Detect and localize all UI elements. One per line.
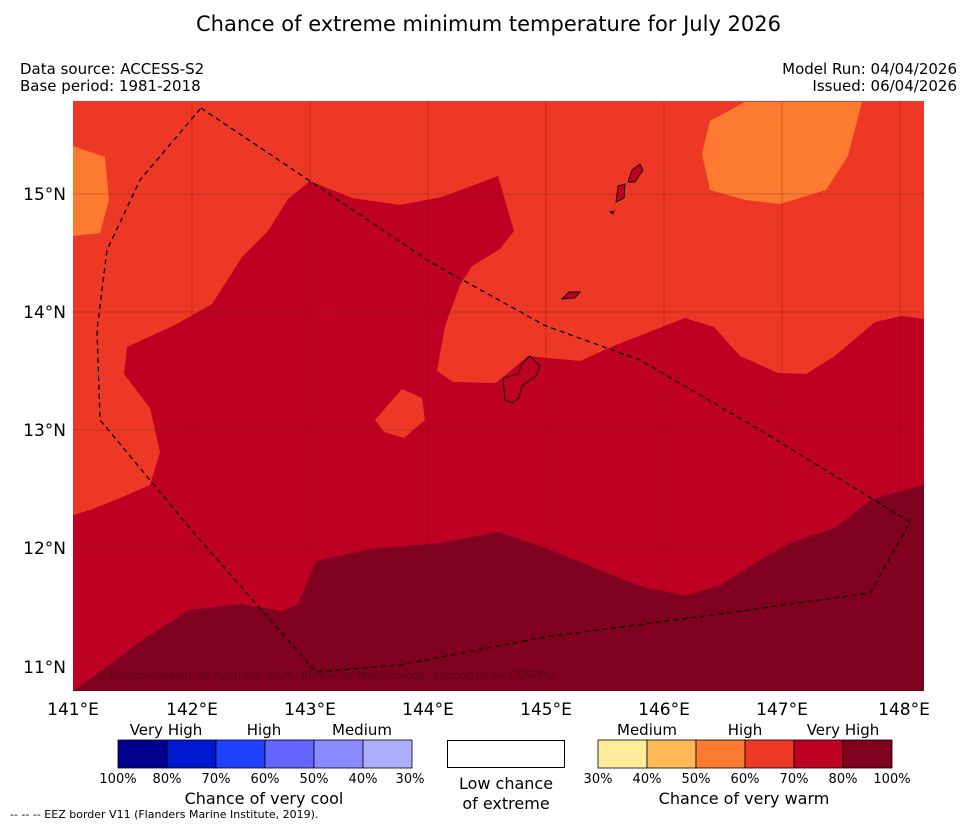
warm-swatches	[597, 739, 893, 769]
cool-ticks: 100% 80% 70% 60% 50% 40% 30%	[99, 772, 424, 787]
lon-label: 146°E	[638, 700, 690, 720]
lon-label: 143°E	[284, 700, 336, 720]
warm-swatch	[646, 739, 697, 769]
field-70-80	[73, 176, 924, 691]
cool-tick: 60%	[251, 772, 280, 787]
field-60-70-patch	[375, 389, 425, 438]
warm-scale-title: Chance of very warm	[659, 789, 830, 808]
warm-swatch	[744, 739, 795, 769]
base-period: Base period: 1981-2018	[20, 77, 201, 95]
island-rota	[560, 291, 581, 300]
warm-tick: 80%	[829, 772, 858, 787]
cool-category-very-high: Very High	[130, 721, 203, 739]
island-guam	[502, 355, 541, 404]
lat-label: 13°N	[23, 421, 66, 441]
field-50-60-west	[73, 146, 109, 236]
cool-swatch	[215, 739, 266, 769]
model-run: Model Run: 04/04/2026	[782, 60, 957, 78]
warm-colorbar: Medium High Very High 30% 40% 50% 60% 70…	[584, 721, 911, 808]
cool-tick: 70%	[202, 772, 231, 787]
eez-border	[96, 107, 911, 673]
cool-tick: 30%	[396, 772, 425, 787]
field-80-100	[73, 485, 924, 691]
islands	[502, 163, 644, 404]
warm-swatch	[597, 739, 648, 769]
cool-tick: 100%	[99, 772, 136, 787]
warm-tick: 30%	[584, 772, 613, 787]
cool-category-medium: Medium	[332, 721, 392, 739]
map-title: Chance of extreme minimum temperature fo…	[195, 12, 781, 36]
cool-swatch	[166, 739, 217, 769]
lon-label: 142°E	[166, 700, 218, 720]
cool-tick: 50%	[300, 772, 329, 787]
lon-label: 144°E	[402, 700, 454, 720]
warm-tick: 50%	[682, 772, 711, 787]
lon-label: 147°E	[756, 700, 808, 720]
cool-category-high: High	[247, 721, 281, 739]
eez-legend-note: -- -- -- EEZ border V11 (Flanders Marine…	[10, 808, 319, 821]
cool-swatch	[264, 739, 315, 769]
island-tinian	[615, 183, 626, 203]
latitude-labels: 15°N 14°N 13°N 12°N 11°N	[23, 185, 66, 678]
lat-label: 11°N	[23, 658, 66, 678]
cool-scale-title: Chance of very cool	[185, 789, 344, 808]
warm-swatch	[842, 739, 893, 769]
low-chance-line1: Low chance	[458, 774, 554, 793]
graticule	[73, 101, 924, 691]
cool-swatches	[117, 739, 413, 769]
cool-tick: 80%	[153, 772, 182, 787]
lat-label: 15°N	[23, 185, 66, 205]
cool-tick: 40%	[349, 772, 378, 787]
low-chance-swatch	[447, 740, 565, 768]
warm-tick: 40%	[633, 772, 662, 787]
copyright-watermark: © Commonwealth of Australia 2026, Bureau…	[95, 669, 558, 682]
lat-label: 12°N	[23, 539, 66, 559]
cool-swatch	[117, 739, 168, 769]
low-chance-line2: of extreme	[462, 794, 550, 813]
run-info: Model Run: 04/04/2026 Issued: 06/04/2026	[782, 61, 957, 95]
warm-category-very-high: Very High	[807, 721, 880, 739]
source-info: Data source: ACCESS-S2 Base period: 1981…	[20, 61, 204, 95]
probability-fields: © Commonwealth of Australia 2026, Bureau…	[73, 101, 924, 691]
warm-swatch	[793, 739, 844, 769]
longitude-labels: 141°E 142°E 143°E 144°E 145°E 146°E 147°…	[47, 700, 930, 720]
warm-category-high: High	[728, 721, 762, 739]
lon-label: 141°E	[47, 700, 99, 720]
warm-tick: 100%	[873, 772, 910, 787]
cool-swatch	[362, 739, 413, 769]
low-chance-label: Low chance of extreme	[430, 774, 582, 814]
cool-colorbar: Very High High Medium 100% 80% 70% 60% 5…	[99, 721, 424, 808]
warm-tick: 60%	[731, 772, 760, 787]
lon-label: 145°E	[520, 700, 572, 720]
warm-swatch	[695, 739, 746, 769]
warm-ticks: 30% 40% 50% 60% 70% 80% 100%	[584, 772, 911, 787]
warm-tick: 70%	[780, 772, 809, 787]
island-aguijan	[608, 210, 615, 215]
warm-category-medium: Medium	[617, 721, 677, 739]
cool-swatch	[313, 739, 364, 769]
issued-date: Issued: 06/04/2026	[812, 77, 957, 95]
lon-label: 148°E	[878, 700, 930, 720]
data-source: Data source: ACCESS-S2	[20, 60, 205, 78]
island-saipan	[627, 163, 644, 183]
lat-label: 14°N	[23, 303, 66, 323]
